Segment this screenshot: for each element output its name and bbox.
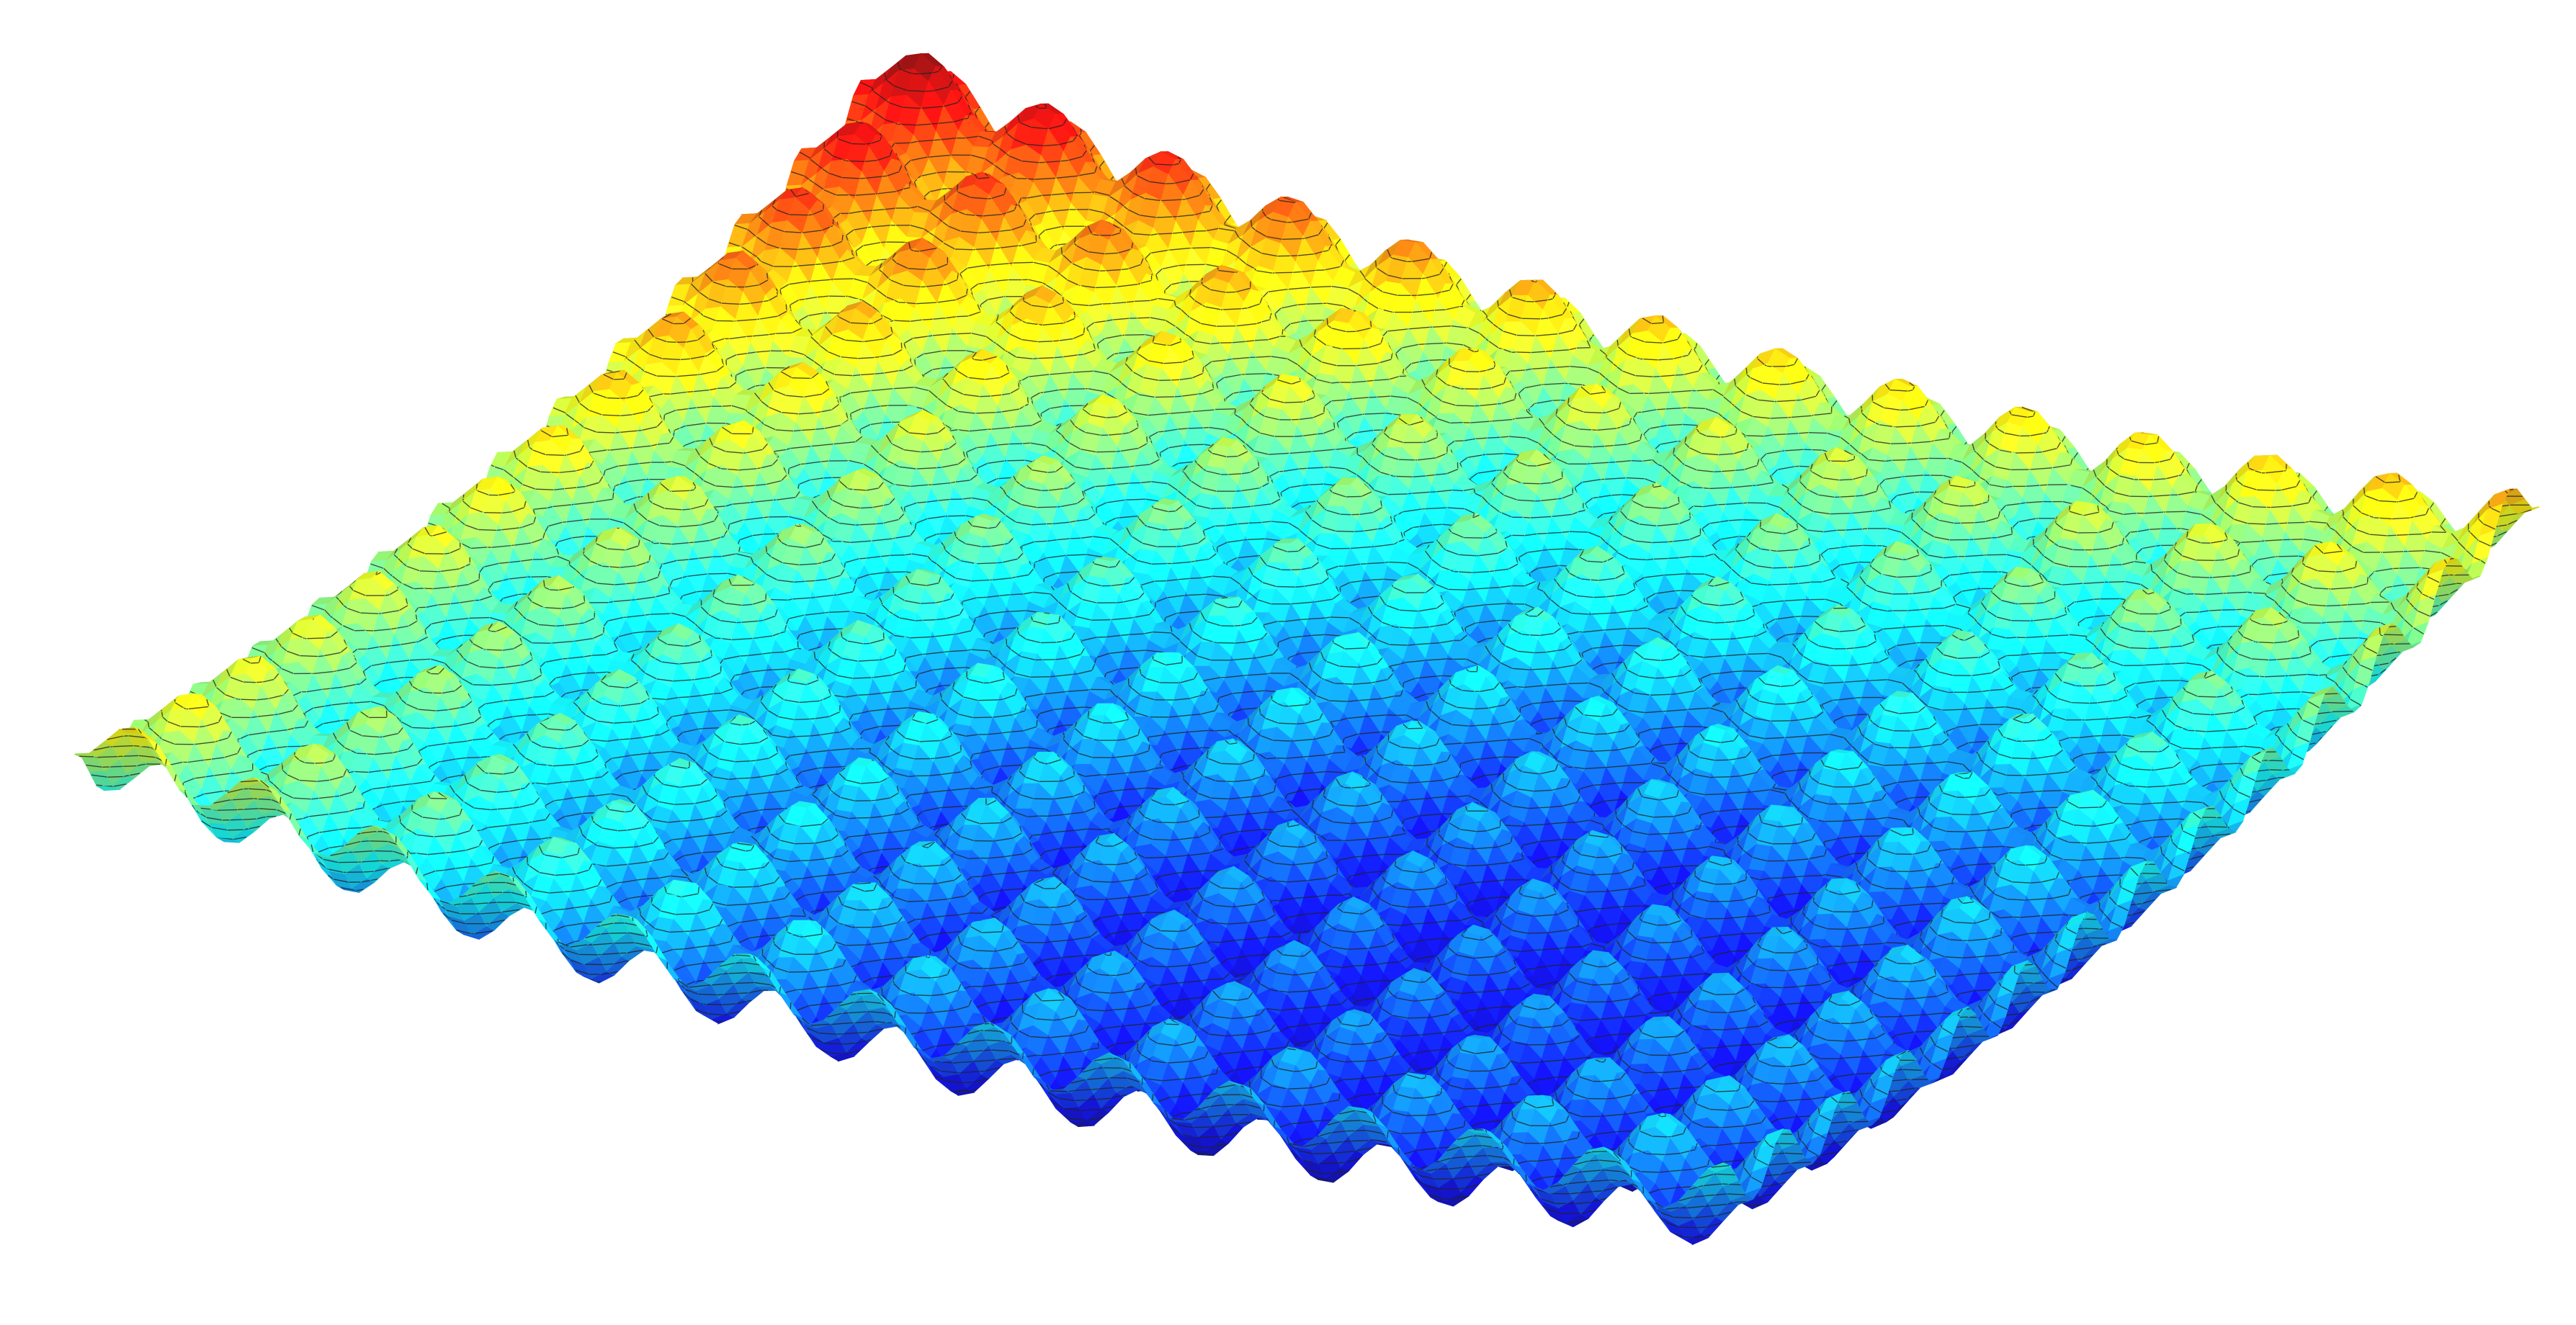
contour-line xyxy=(944,284,947,285)
contour-line xyxy=(1549,367,1556,368)
contour-line xyxy=(1158,431,1164,432)
contour-line xyxy=(1063,406,1069,407)
contour-line xyxy=(1324,406,1325,413)
contour-line xyxy=(1217,326,1236,327)
contour-line xyxy=(1125,335,1145,336)
contour-line xyxy=(1241,374,1245,375)
contour-line xyxy=(851,144,865,145)
contour-line xyxy=(956,333,972,334)
contour-line xyxy=(616,432,620,433)
contour-line xyxy=(922,319,934,320)
contour-line xyxy=(757,264,758,265)
contour-line xyxy=(931,123,939,124)
contour-line xyxy=(1042,195,1052,196)
contour-line xyxy=(1183,445,1187,446)
contour-line xyxy=(1315,270,1324,271)
contour-line xyxy=(1171,379,1180,380)
contour-line xyxy=(883,422,891,423)
contour-line xyxy=(1418,344,1426,345)
contour-line xyxy=(1102,304,1112,305)
contour-line xyxy=(957,316,968,317)
contour-line xyxy=(1331,382,1340,383)
contour-line xyxy=(823,205,824,210)
contour-line xyxy=(646,411,648,412)
contour-line xyxy=(667,342,676,343)
contour-line xyxy=(1274,272,1293,273)
contour-line xyxy=(1242,308,1248,309)
contour-line xyxy=(978,232,990,233)
contour-line xyxy=(1038,341,1052,342)
contour-line xyxy=(869,323,873,324)
contour-line xyxy=(849,161,865,162)
contour-line xyxy=(1175,396,1182,397)
contour-line xyxy=(597,432,616,433)
contour-line xyxy=(1428,360,1442,361)
contour-line xyxy=(880,242,886,243)
contour-line xyxy=(1155,397,1175,398)
contour-line xyxy=(1235,272,1238,273)
contour-line xyxy=(792,378,810,379)
contour-line xyxy=(1516,352,1531,353)
contour-line xyxy=(1552,400,1560,401)
contour-line xyxy=(815,264,821,265)
contour-line xyxy=(746,336,753,337)
contour-line xyxy=(1307,320,1323,321)
contour-line xyxy=(980,396,990,397)
contour-line xyxy=(860,178,866,179)
contour-line xyxy=(1013,262,1033,263)
contour-line xyxy=(1006,460,1025,461)
contour-line xyxy=(996,412,1001,413)
contour-line xyxy=(1327,318,1328,325)
contour-line xyxy=(1022,443,1030,444)
contour-line xyxy=(1215,409,1235,410)
contour-line xyxy=(1186,264,1205,265)
contour-line xyxy=(965,118,968,119)
contour-line xyxy=(1521,318,1540,319)
contour-line xyxy=(1158,233,1173,234)
contour-line xyxy=(1282,238,1302,239)
contour-line xyxy=(607,398,620,399)
contour-line xyxy=(1188,444,1204,445)
surface xyxy=(75,54,2539,1244)
contour-line xyxy=(1577,348,1591,349)
contour-line xyxy=(1307,303,1323,304)
contour-line xyxy=(1039,162,1046,163)
contour-line xyxy=(1135,300,1150,301)
contour-line xyxy=(1293,271,1301,272)
contour-line xyxy=(954,249,973,250)
contour-line xyxy=(868,227,871,228)
contour-line xyxy=(657,376,676,377)
contour-line xyxy=(1541,318,1548,319)
